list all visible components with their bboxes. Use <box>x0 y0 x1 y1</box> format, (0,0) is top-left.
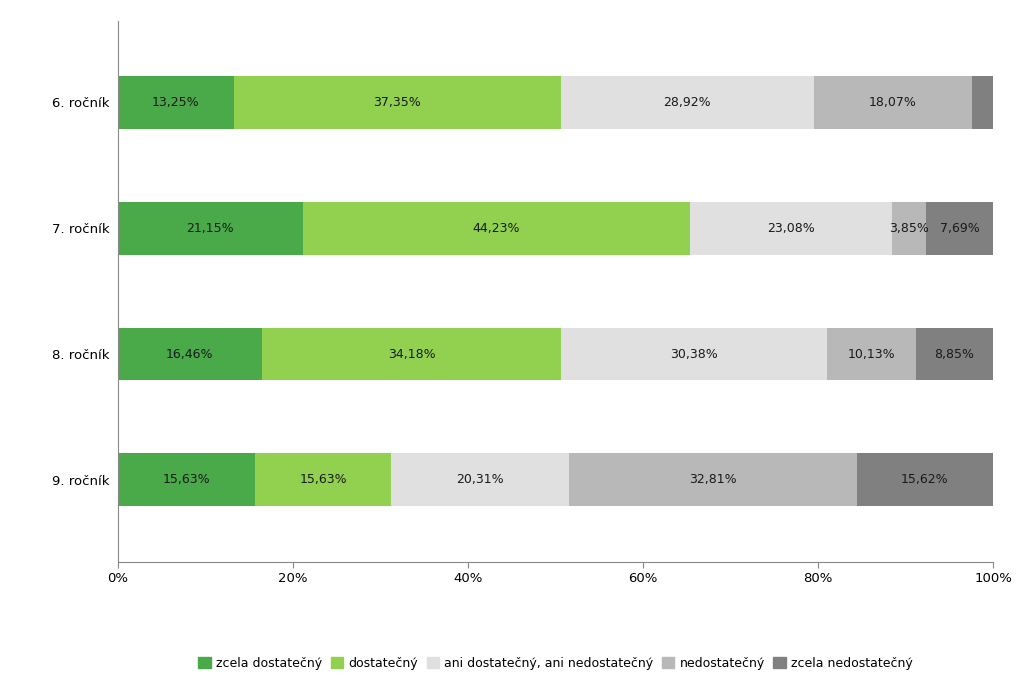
Text: 7,69%: 7,69% <box>940 222 980 235</box>
Text: 15,63%: 15,63% <box>299 473 347 486</box>
Text: 15,63%: 15,63% <box>163 473 210 486</box>
Text: 37,35%: 37,35% <box>374 96 421 109</box>
Bar <box>827 327 915 380</box>
Text: 32,81%: 32,81% <box>689 473 736 486</box>
Bar <box>892 202 926 255</box>
Text: 44,23%: 44,23% <box>473 222 520 235</box>
Text: 8,85%: 8,85% <box>935 347 975 360</box>
Text: 20,31%: 20,31% <box>457 473 504 486</box>
Text: 13,25%: 13,25% <box>152 96 200 109</box>
Bar <box>118 76 233 129</box>
Bar <box>391 453 569 506</box>
Text: 21,15%: 21,15% <box>186 222 234 235</box>
Bar <box>118 453 255 506</box>
Bar <box>118 202 303 255</box>
Bar <box>814 76 972 129</box>
Text: 16,46%: 16,46% <box>166 347 214 360</box>
Bar <box>690 202 892 255</box>
Bar <box>856 453 993 506</box>
Text: 28,92%: 28,92% <box>664 96 712 109</box>
Bar <box>561 76 814 129</box>
Bar <box>915 327 993 380</box>
Text: 3,85%: 3,85% <box>889 222 929 235</box>
Bar <box>561 327 827 380</box>
Text: 23,08%: 23,08% <box>767 222 815 235</box>
Bar <box>303 202 690 255</box>
Bar <box>972 76 993 129</box>
Text: 30,38%: 30,38% <box>671 347 718 360</box>
Text: 10,13%: 10,13% <box>848 347 895 360</box>
Bar <box>233 76 561 129</box>
Text: 18,07%: 18,07% <box>869 96 918 109</box>
Bar <box>926 202 993 255</box>
Bar <box>255 453 391 506</box>
Bar <box>118 327 262 380</box>
Legend: zcela dostatečný, dostatečný, ani dostatečný, ani nedostatečný, nedostatečný, zc: zcela dostatečný, dostatečný, ani dostat… <box>194 652 918 675</box>
Bar <box>569 453 856 506</box>
Text: 34,18%: 34,18% <box>388 347 435 360</box>
Bar <box>262 327 561 380</box>
Text: 15,62%: 15,62% <box>901 473 948 486</box>
